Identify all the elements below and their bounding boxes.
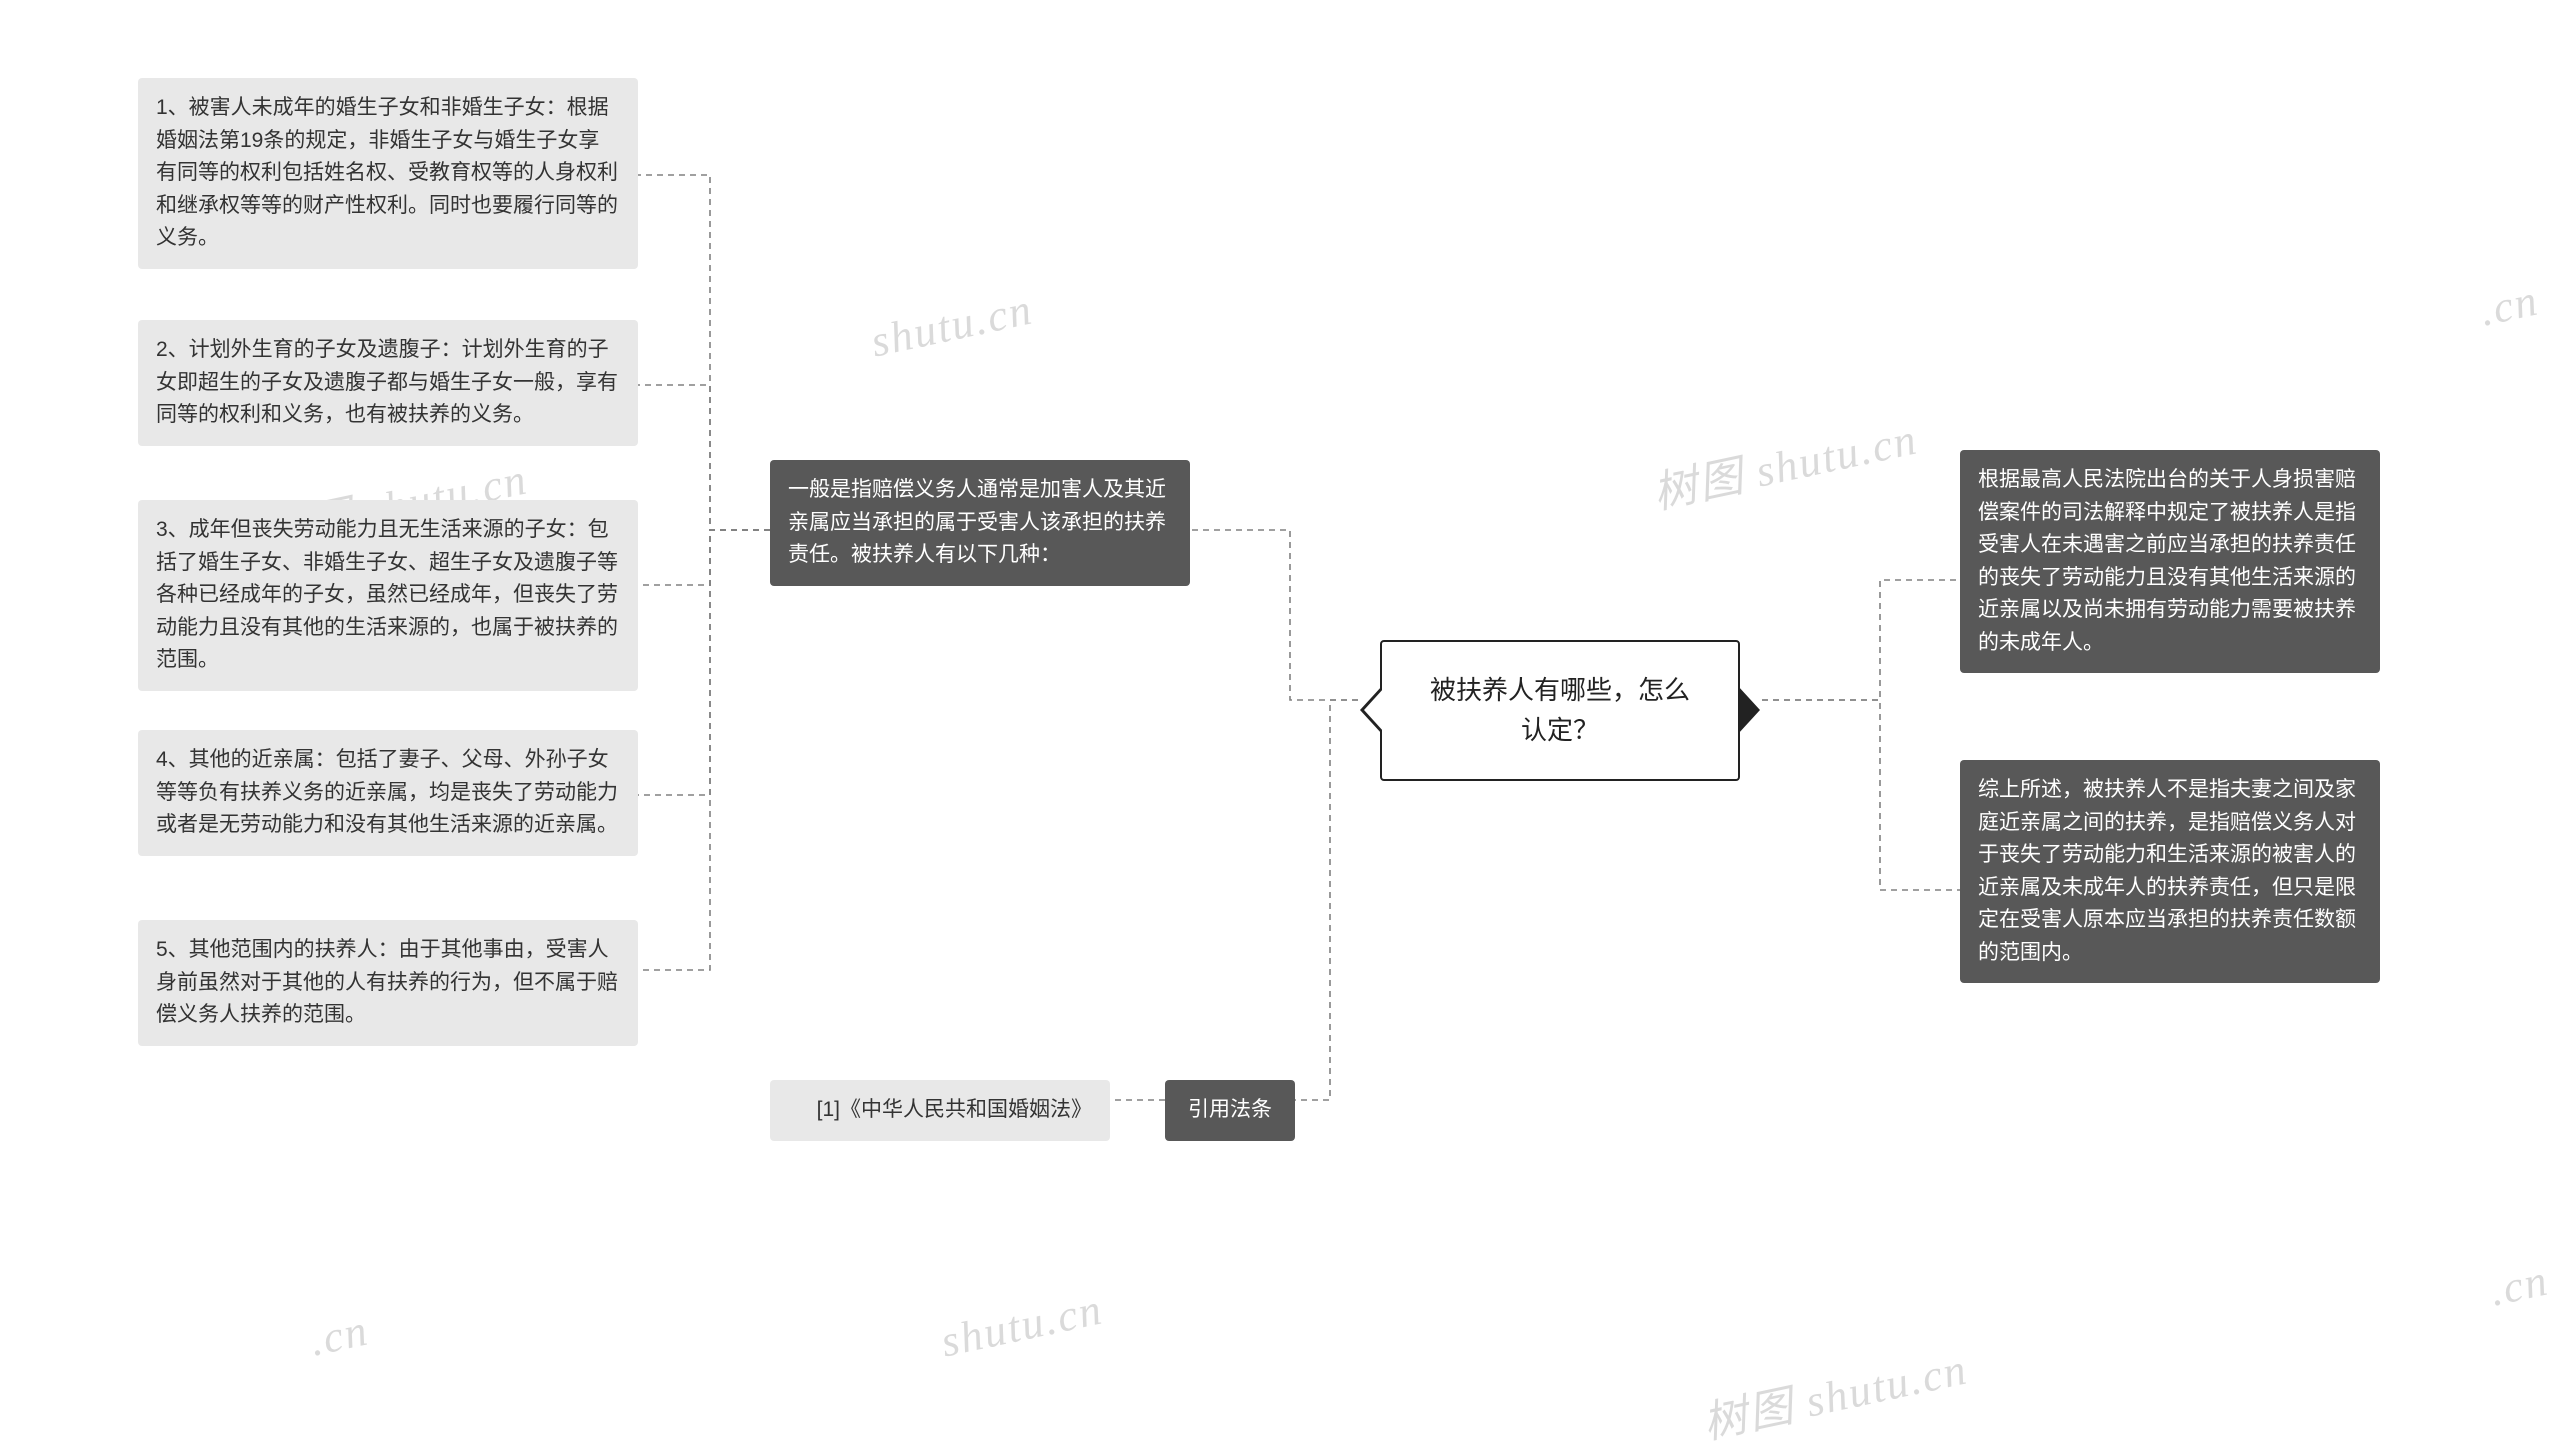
watermark: 树图 shutu.cn: [1646, 403, 1922, 522]
watermark: 树图 shutu.cn: [1696, 1333, 1972, 1451]
type-item-2: 2、计划外生育的子女及遗腹子：计划外生育的子女即超生的子女及遗腹子都与婚生子女一…: [138, 320, 638, 446]
type-item-1: 1、被害人未成年的婚生子女和非婚生子女：根据婚姻法第19条的规定，非婚生子女与婚…: [138, 78, 638, 269]
watermark: .cn: [2475, 274, 2543, 336]
right-node-definition: 根据最高人民法院出台的关于人身损害赔偿案件的司法解释中规定了被扶养人是指受害人在…: [1960, 450, 2380, 673]
watermark: shutu.cn: [866, 284, 1037, 368]
root-node: 被扶养人有哪些，怎么认定？: [1380, 640, 1740, 781]
type-item-3: 3、成年但丧失劳动能力且无生活来源的子女：包括了婚生子女、非婚生子女、超生子女及…: [138, 500, 638, 691]
right-node-summary: 综上所述，被扶养人不是指夫妻之间及家庭近亲属之间的扶养，是指赔偿义务人对于丧失了…: [1960, 760, 2380, 983]
type-item-5: 5、其他范围内的扶养人：由于其他事由，受害人身前虽然对于其他的人有扶养的行为，但…: [138, 920, 638, 1046]
root-label: 被扶养人有哪些，怎么认定？: [1430, 675, 1690, 745]
watermark: .cn: [2485, 1254, 2553, 1316]
citation-item: [1]《中华人民共和国婚姻法》: [770, 1080, 1110, 1141]
type-item-4: 4、其他的近亲属：包括了妻子、父母、外孙子女等等负有扶养义务的近亲属，均是丧失了…: [138, 730, 638, 856]
watermark: .cn: [305, 1304, 373, 1366]
watermark: shutu.cn: [936, 1284, 1107, 1368]
left-node-types-intro: 一般是指赔偿义务人通常是加害人及其近亲属应当承担的属于受害人该承担的扶养责任。被…: [770, 460, 1190, 586]
left-node-citation: 引用法条: [1165, 1080, 1295, 1141]
